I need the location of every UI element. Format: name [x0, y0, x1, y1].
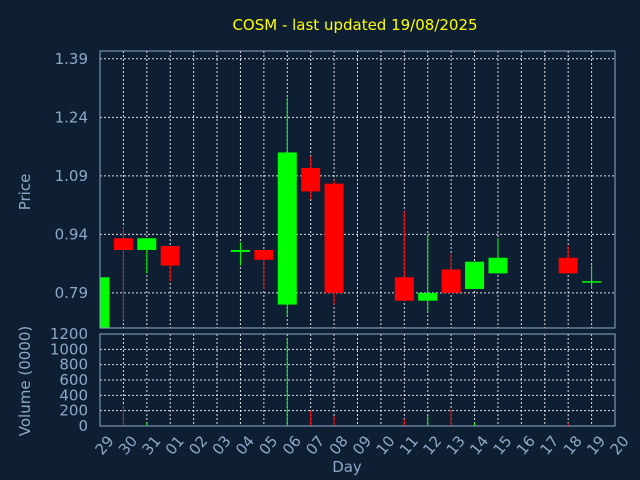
candle-15 [488, 238, 508, 274]
candle-body [465, 261, 485, 289]
volume-tick-label: 400 [59, 386, 88, 404]
candle-08 [324, 179, 344, 305]
candle-04 [230, 242, 250, 266]
candle-body [394, 277, 414, 301]
price-tick-label: 1.39 [55, 50, 88, 68]
volume-grid [99, 334, 616, 426]
volume-axis-label: Volume (0000) [16, 326, 34, 436]
candle-30 [113, 226, 133, 321]
candle-body [113, 238, 133, 250]
candle-body [441, 269, 461, 293]
price-tick-labels: 0.79 0.94 1.09 1.24 1.39 [55, 50, 88, 302]
candle-18 [558, 246, 578, 274]
price-tick-label: 1.09 [55, 167, 88, 185]
price-tick-label: 1.24 [55, 108, 88, 126]
price-axis-label: Price [16, 174, 34, 211]
candle-31 [137, 238, 157, 274]
candle-05 [254, 249, 274, 289]
candle-body [230, 249, 250, 252]
candle-body [301, 168, 321, 192]
volume-tick-label: 1000 [50, 340, 88, 358]
candle-13 [441, 253, 461, 293]
volume-tick-label: 1200 [50, 325, 88, 343]
candle-29 [99, 277, 110, 328]
candle-body [324, 183, 344, 293]
price-panel: 0.79 0.94 1.09 1.24 1.39 [55, 50, 616, 329]
price-grid [99, 51, 616, 328]
candle-body [160, 246, 180, 266]
candle-body [418, 292, 438, 301]
price-panel-frame [99, 50, 616, 329]
x-axis-label: Day [332, 458, 362, 476]
candle-body [582, 281, 602, 283]
candle-07 [301, 156, 321, 200]
candle-body [100, 277, 110, 328]
volume-bars [122, 337, 569, 426]
volume-tick-label: 800 [59, 356, 88, 374]
candle-12 [418, 234, 438, 313]
volume-tick-label: 600 [59, 371, 88, 389]
chart-title: COSM - last updated 19/08/2025 [232, 16, 477, 34]
candle-19 [582, 265, 602, 289]
candle-06 [277, 97, 297, 317]
candle-body [558, 257, 578, 274]
candle-14 [465, 261, 485, 289]
candle-body [488, 257, 508, 274]
price-tick-label: 0.94 [55, 225, 88, 243]
candle-11 [394, 210, 414, 301]
candles [99, 97, 602, 328]
candle-body [277, 152, 297, 305]
volume-tick-label: 200 [59, 402, 88, 420]
volume-tick-label: 0 [78, 417, 88, 435]
price-tick-label: 0.79 [55, 284, 88, 302]
candle-01 [160, 246, 180, 282]
candle-body [254, 249, 274, 260]
candle-body [137, 238, 157, 250]
x-tick-labels: 2930310102030405060708091011121314151617… [92, 432, 633, 458]
volume-panel-frame [99, 333, 616, 427]
